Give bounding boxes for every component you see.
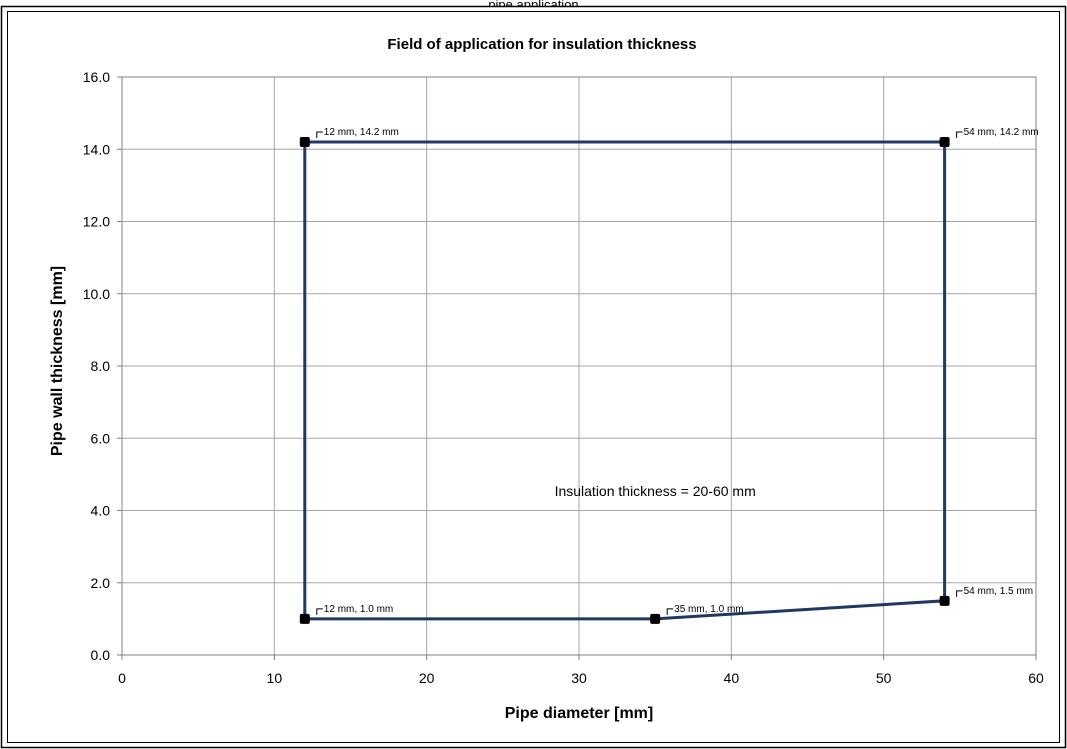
x-tick-label: 40 [724,670,740,686]
data-label: 54 mm, 14.2 mm [964,127,1039,138]
data-label-leader [666,608,674,615]
y-tick-label: 0.0 [91,647,111,663]
insulation-annotation: Insulation thickness = 20-60 mm [555,483,756,499]
data-label-leader [316,608,323,615]
y-tick-label: 4.0 [91,503,111,519]
y-tick-label: 14.0 [83,141,110,157]
x-tick-label: 10 [267,670,283,686]
inner-border [7,11,1060,743]
y-tick-label: 12.0 [83,214,110,230]
data-label: 35 mm, 1.0 mm [674,604,743,615]
x-axis-label: Pipe diameter [mm] [505,705,653,722]
outer-border [0,5,1067,749]
data-point-marker [650,613,661,624]
x-tick-label: 60 [1028,670,1044,686]
x-tick-label: 30 [571,670,587,686]
x-tick-label: 50 [876,670,892,686]
y-axis-label: Pipe wall thickness [mm] [49,266,66,456]
y-tick-label: 8.0 [91,358,111,374]
y-tick-label: 16.0 [83,69,110,85]
x-tick-label: 0 [118,670,126,686]
data-point-marker [939,595,950,606]
y-tick-label: 10.0 [83,286,110,302]
tick-layer: 0 10 20 30 40 50 60 0.0 2.0 4.0 6.0 8.0 10.0 12.0 14.0… [83,69,1044,686]
point-layer: 12 mm, 14.2 mm 54 mm, 14.2 mm 12 mm, 1.0 m… [299,127,1039,624]
x-tick-label: 20 [419,670,435,686]
y-tick-label: 6.0 [91,430,111,446]
series-layer [303,140,947,621]
y-tick-label: 2.0 [91,575,111,591]
data-label: 54 mm, 1.5 mm [964,586,1033,597]
boundary-line [303,140,947,621]
top-caption: pipe application [0,0,1067,6]
data-label-leader [956,131,963,139]
data-label: 12 mm, 14.2 mm [324,127,399,138]
data-label-leader [956,590,963,597]
data-point-marker [299,137,310,148]
data-label-leader [316,131,323,139]
data-point-marker [299,613,310,624]
chart-title: Field of application for insulation thic… [387,36,696,53]
data-label: 12 mm, 1.0 mm [324,604,393,615]
grid-layer [121,76,1037,656]
data-point-marker [939,137,950,148]
